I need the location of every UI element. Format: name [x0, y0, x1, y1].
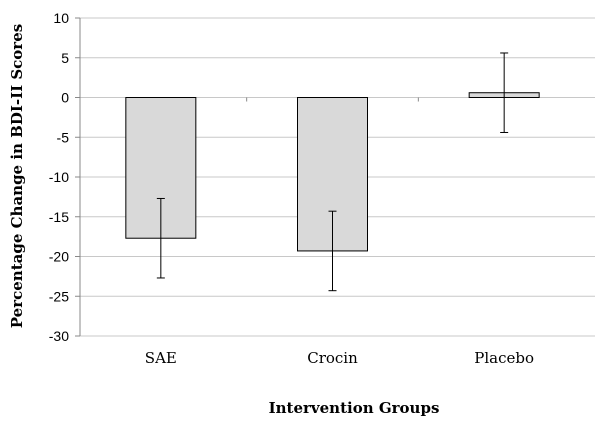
- y-tick-label: -10: [49, 169, 69, 185]
- y-tick-label: -20: [49, 249, 69, 265]
- y-tick-label: 0: [61, 90, 69, 106]
- y-tick-label: -15: [49, 209, 69, 225]
- tick-labels: 10 5 0 -5 -10 -15 -20 -25 -30 SAE Crocin Placebo: [49, 10, 534, 367]
- x-category-label: Placebo: [474, 349, 534, 367]
- y-axis-title: Percentage Change in BDI-II Scores: [8, 24, 26, 328]
- bars: [125, 52, 540, 292]
- y-tick-label: 5: [61, 50, 69, 66]
- x-category-label: SAE: [145, 349, 177, 367]
- y-tick-label: 10: [53, 10, 69, 26]
- x-axis-title: Intervention Groups: [269, 399, 440, 417]
- y-tick-label: -25: [49, 288, 69, 304]
- y-tick-label: -5: [57, 129, 70, 145]
- axes: [75, 17, 419, 337]
- x-category-label: Crocin: [307, 349, 358, 367]
- y-tick-label: -30: [49, 328, 69, 344]
